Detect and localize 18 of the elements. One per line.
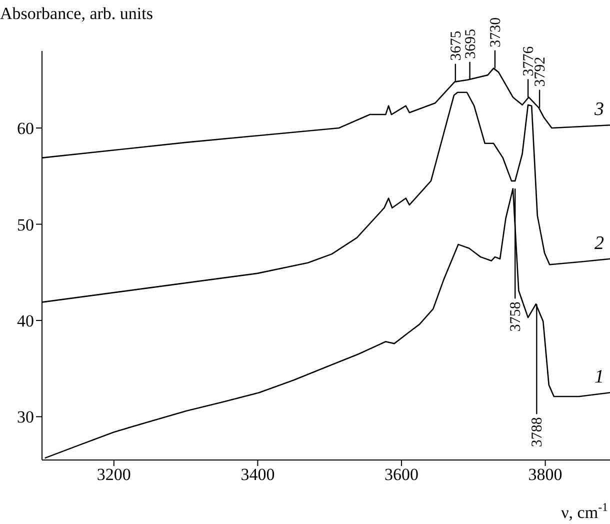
series-label: 3 [594,99,604,120]
y-tick-label: 50 [17,215,34,234]
x-tick-label: 3200 [96,465,131,484]
y-tick-label: 30 [17,408,34,427]
annotation: 3695 [462,28,479,59]
x-tick-label: 3600 [384,465,418,484]
annotation: 3730 [488,17,504,48]
y-tick-label: 60 [17,119,34,138]
y-axis-title: Absorbance, arb. units [0,4,153,24]
series-label: 1 [594,366,604,388]
x-tick-label: 3400 [240,465,275,484]
annotation: 3675 [448,30,464,61]
series-label: 2 [594,232,604,254]
y-tick-label: 40 [17,311,34,330]
x-tick-label: 3800 [528,465,562,484]
annotation: 3758 [508,302,524,332]
x-axis-title: ν, cm$^{-1}$ [561,500,608,522]
annotation: 3788 [530,417,546,448]
